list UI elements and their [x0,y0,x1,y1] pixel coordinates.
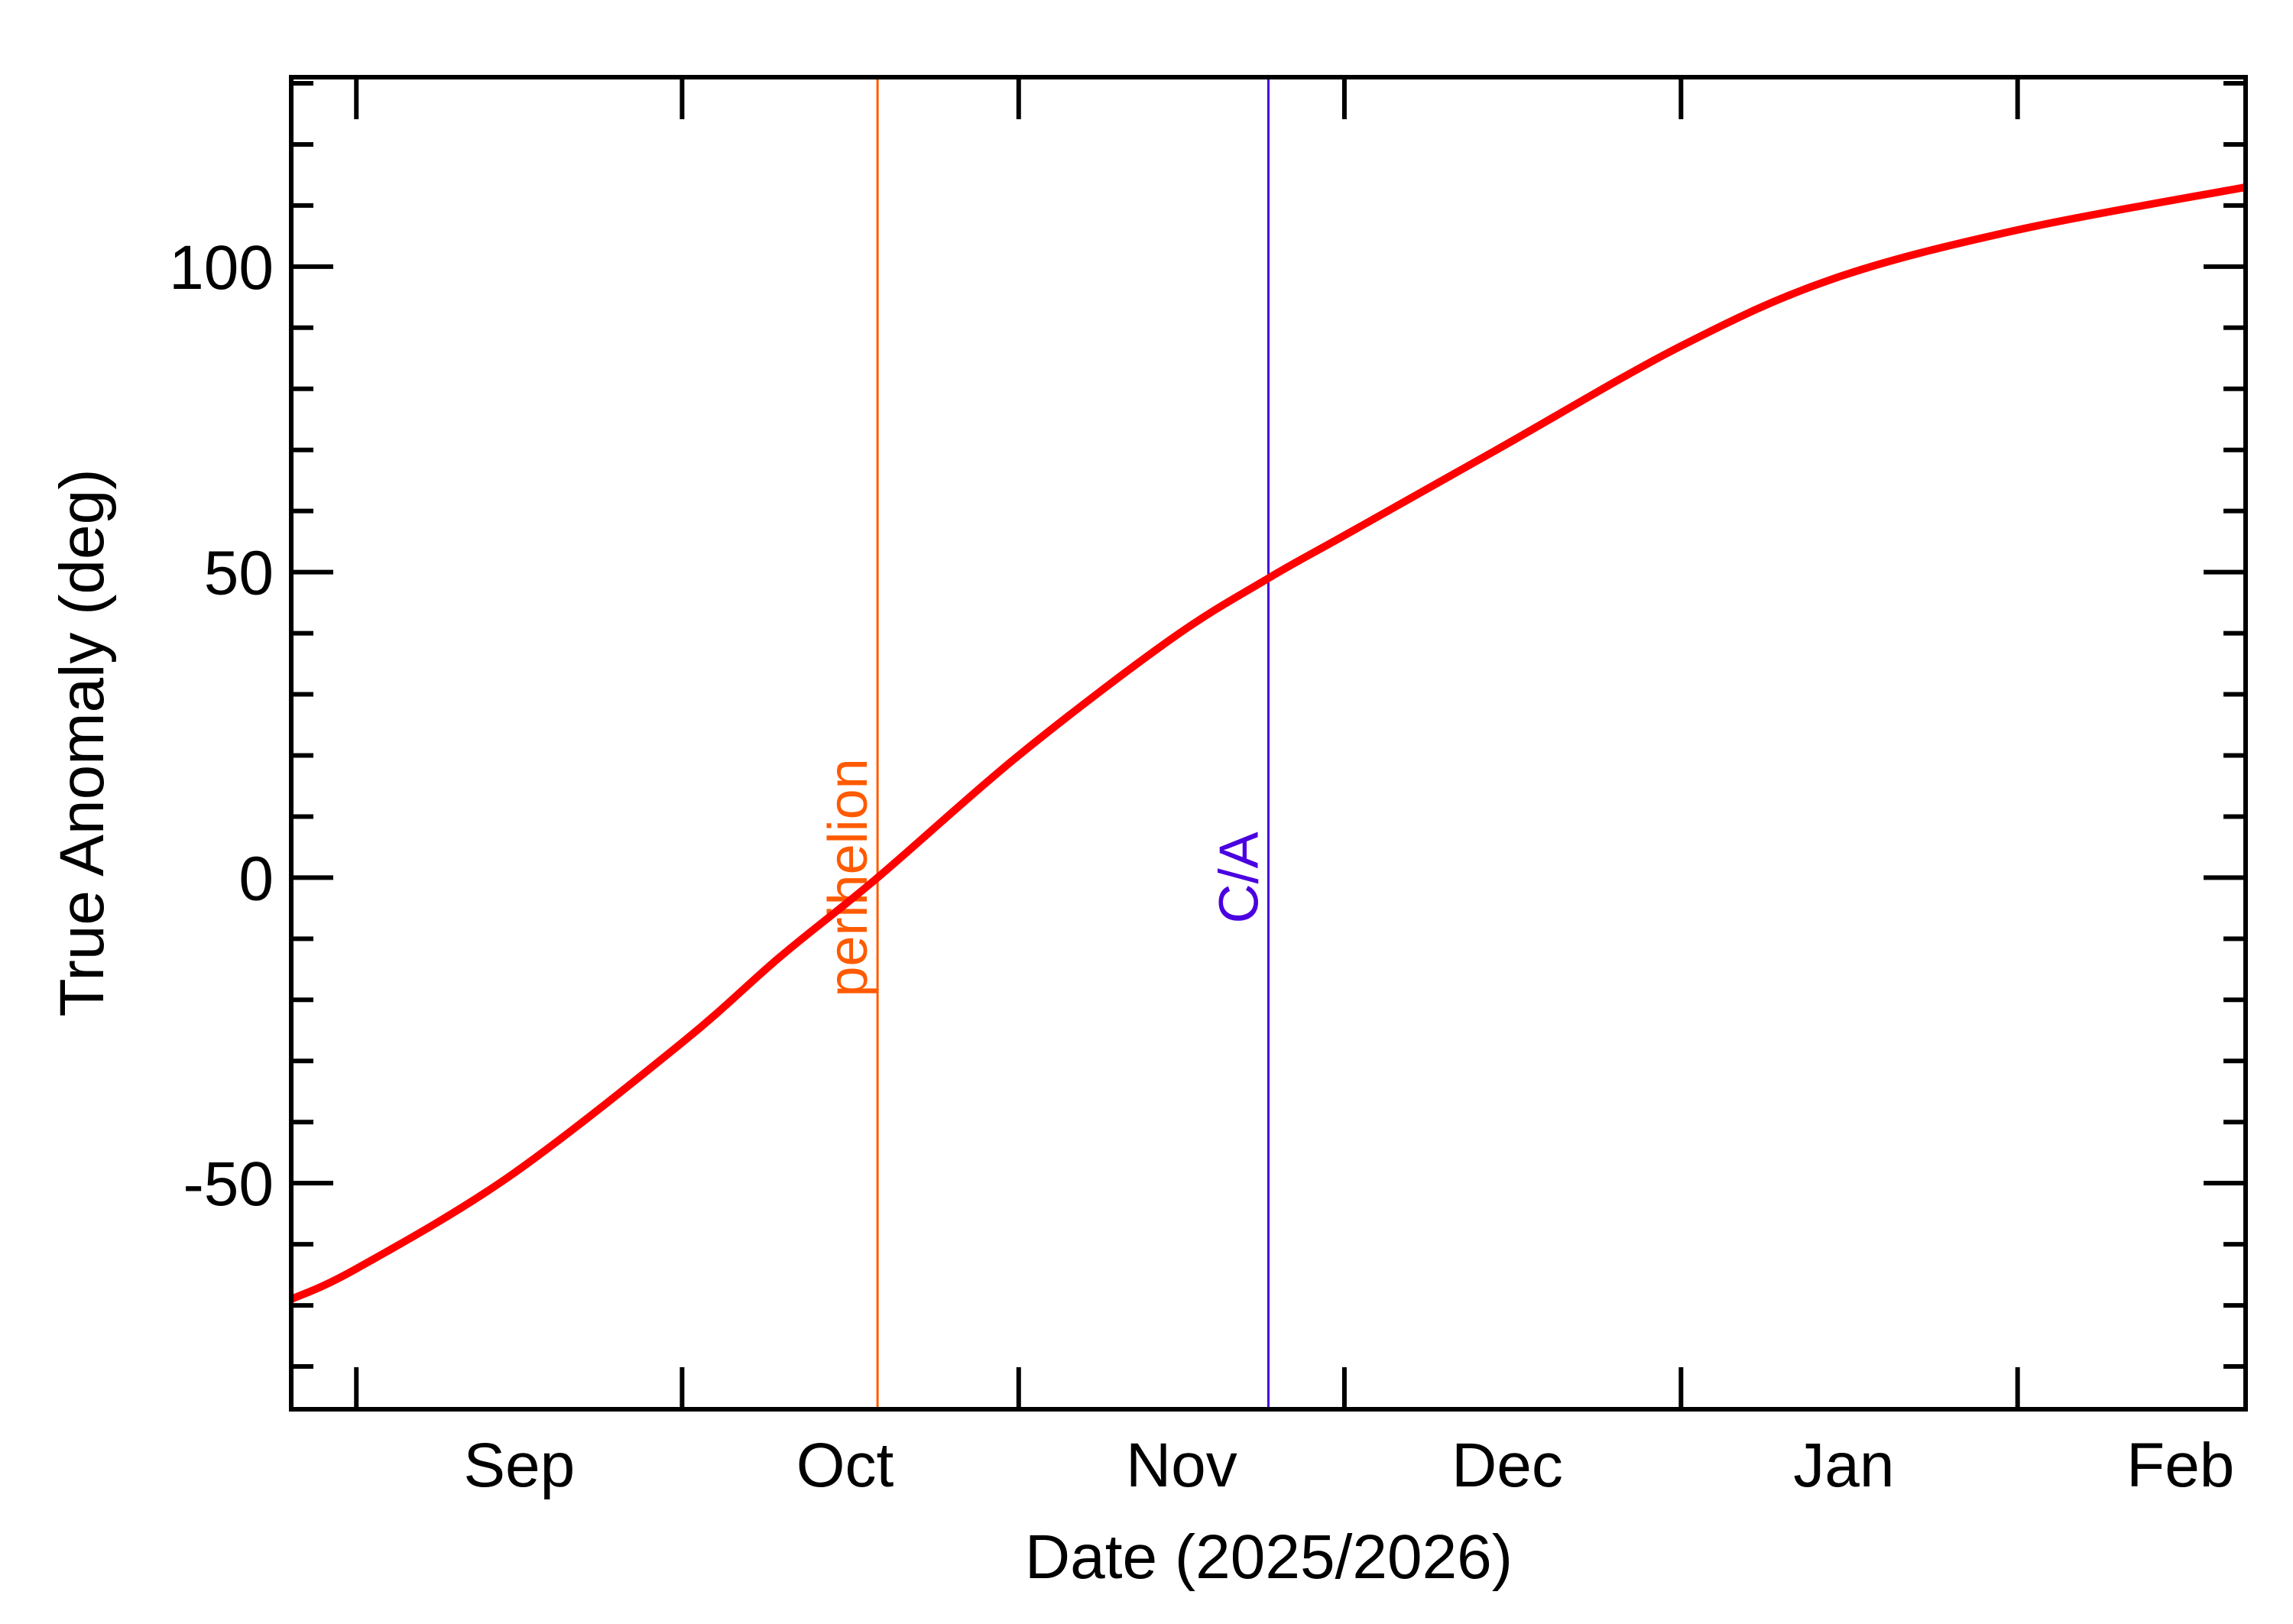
x-tick-label: Sep [463,1431,575,1500]
x-tick-label: Nov [1126,1431,1237,1500]
y-axis-title: True Anomaly (deg) [47,468,117,1016]
x-tick-label: Dec [1451,1431,1563,1500]
annotations: perihelion C/A [818,77,1270,1409]
x-tick-label: Jan [1793,1431,1894,1500]
y-tick-label: 0 [238,844,274,913]
y-tick-label: 100 [169,233,274,303]
y-tick-label: 50 [204,539,274,608]
annotation-label: C/A [1209,831,1270,923]
series-line-true-anomaly [289,183,2246,1303]
annotation-label: perihelion [818,758,879,997]
y-tick-label: -50 [183,1149,274,1219]
y-tick-labels: -50 0 50 100 [169,233,274,1219]
axis-ticks [291,77,2246,1409]
x-axis-title: Date (2025/2026) [1025,1522,1513,1592]
x-tick-labels: Sep Oct Nov Dec Jan Feb [463,1431,2234,1500]
plot-frame [289,75,2248,1412]
x-tick-label: Feb [2126,1431,2234,1500]
x-tick-label: Oct [796,1431,894,1500]
